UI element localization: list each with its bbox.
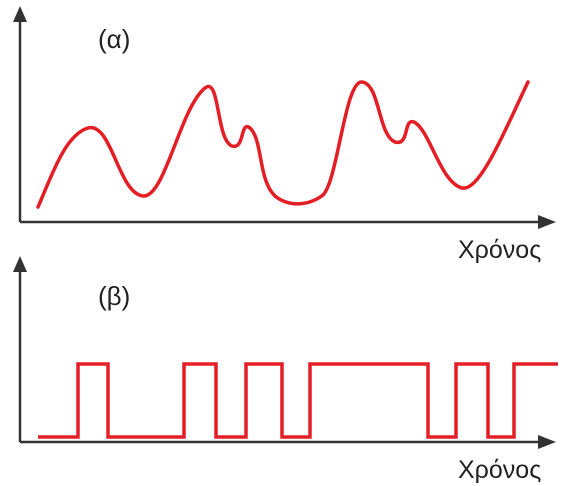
panel-b-digital-signal: [38, 362, 558, 439]
panel-b: (β) Χρόνος: [13, 256, 558, 484]
panel-b-axis-label: Χρόνος: [458, 456, 541, 484]
panel-b-y-axis-arrow-icon: [13, 256, 27, 272]
panel-a: (α) Χρόνος: [13, 6, 556, 264]
panel-b-x-axis-arrow-icon: [538, 435, 556, 449]
panel-a-label: (α): [98, 24, 130, 54]
panel-b-label: (β): [98, 281, 130, 311]
panel-a-x-axis-arrow-icon: [538, 215, 556, 229]
panel-a-y-axis-arrow-icon: [13, 6, 27, 22]
panel-a-axis-label: Χρόνος: [458, 236, 541, 264]
panel-a-analog-signal: [36, 80, 530, 209]
